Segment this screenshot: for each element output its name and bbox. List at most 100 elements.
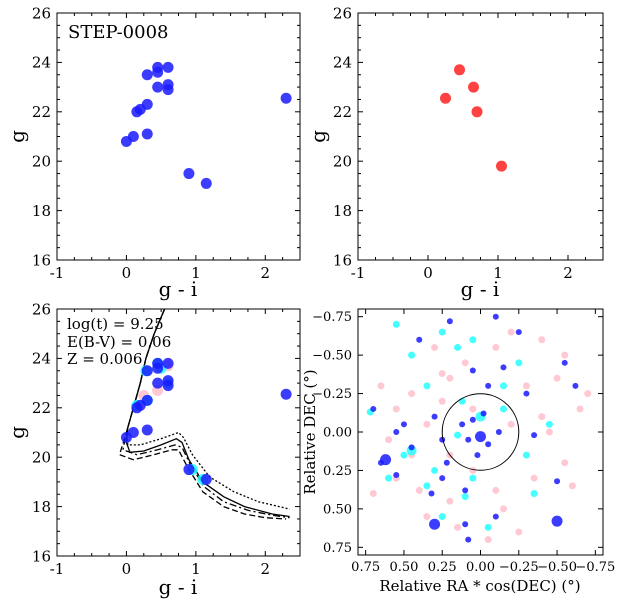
sky-point-pink: [469, 405, 477, 413]
x-axis-label: g - i: [159, 277, 198, 301]
sky-point-blue: [428, 490, 435, 497]
sky-point-blue: [443, 459, 450, 466]
annotation-metallicity: Z = 0.006: [67, 350, 142, 368]
sky-point-blue: [431, 413, 438, 420]
sky-point-pink: [492, 486, 500, 494]
y-tick-label: 26: [333, 4, 352, 22]
data-point-members: [183, 168, 195, 180]
x-axis-label: Relative RA * cos(DEC) (°): [379, 577, 580, 595]
x-ticks: -1 0 1 2: [50, 309, 301, 578]
sky-point-cyan: [545, 420, 553, 428]
data-point-members: [141, 128, 153, 140]
sky-point-blue: [439, 475, 446, 482]
y-tick-label: 22: [32, 399, 51, 417]
data-points: [366, 313, 592, 544]
y-tick-label: 24: [32, 54, 51, 72]
sky-point-blue: [475, 431, 486, 443]
data-point-field: [440, 92, 451, 104]
x-tick-label: 2: [261, 264, 271, 282]
sky-point-pink: [484, 536, 492, 544]
x-tick-label: 0: [122, 560, 132, 578]
data-point-members: [200, 473, 212, 485]
sky-point-pink: [561, 351, 569, 359]
x-axis-label: g - i: [159, 575, 198, 599]
data-point-members: [162, 375, 174, 387]
x-tick-label: −0.75: [575, 560, 615, 575]
sky-point-blue: [469, 416, 476, 423]
sky-point-pink: [568, 482, 576, 490]
x-tick-label: 0.25: [428, 560, 457, 575]
sky-point-blue: [492, 313, 499, 320]
sky-point-blue: [408, 444, 415, 451]
sky-point-blue: [459, 421, 466, 428]
sky-point-pink: [431, 343, 439, 351]
sky-point-pink: [438, 370, 446, 378]
data-point-members: [141, 365, 153, 377]
data-points: [440, 64, 507, 172]
y-tick-label: 0.25: [323, 464, 352, 479]
sky-point-cyan: [522, 451, 530, 459]
data-points: [120, 61, 292, 189]
sky-point-cyan: [400, 451, 408, 459]
x-ticks: 0.75 0.50 0.25 0.00 −0.25−0.50−0.75: [351, 309, 615, 575]
y-axis-label: g: [5, 130, 29, 143]
data-point-field: [496, 160, 507, 172]
y-tick-label: 18: [333, 202, 352, 220]
y-axis-label: g: [306, 130, 330, 143]
x-axis-label: g - i: [461, 277, 500, 301]
y-tick-label: 20: [32, 448, 51, 466]
panel-cmd-field: -1 0 1 2 16 18 20 22 24 26 g - i g: [306, 4, 604, 301]
x-ticks: -1 0 1 2: [50, 13, 301, 282]
x-tick-label: 0.50: [389, 560, 418, 575]
data-point-members: [141, 424, 153, 436]
sky-point-pink: [385, 436, 393, 444]
data-point-field: [468, 81, 479, 93]
data-point-members: [280, 388, 292, 400]
sky-point-pink: [576, 405, 584, 413]
x-tick-label: 0.00: [466, 560, 495, 575]
sky-point-pink: [415, 486, 423, 494]
data-point-members: [152, 377, 164, 389]
sky-point-blue: [462, 487, 469, 494]
data-point-members: [152, 357, 164, 369]
sky-point-cyan: [385, 474, 393, 482]
sky-point-blue: [500, 364, 507, 371]
y-tick-label: −0.25: [312, 387, 352, 402]
sky-point-blue: [393, 472, 400, 479]
y-tick-label: 24: [333, 54, 352, 72]
x-tick-label: 0: [122, 264, 132, 282]
y-tick-label: −0.50: [312, 349, 352, 364]
y-axis-label: g: [5, 426, 29, 439]
data-point-field: [454, 64, 465, 76]
data-point-members: [152, 81, 164, 93]
selection-circle: [441, 393, 520, 471]
x-tick-label: 0: [423, 264, 433, 282]
y-tick-label: 24: [32, 350, 51, 368]
y-tick-label: 26: [32, 4, 51, 22]
isochrone-dashdot: [122, 309, 290, 519]
y-tick-label: −0.75: [312, 310, 352, 325]
data-point-members: [162, 61, 174, 73]
sky-point-cyan: [454, 431, 462, 439]
sky-point-cyan: [438, 513, 446, 521]
sky-point-cyan: [499, 382, 507, 390]
y-tick-label: 22: [333, 103, 352, 121]
data-point-members: [141, 98, 153, 110]
sky-point-pink: [454, 523, 462, 531]
sky-point-pink: [499, 505, 507, 513]
sky-point-cyan: [530, 490, 538, 497]
sky-point-cyan: [484, 523, 492, 531]
sky-point-pink: [461, 359, 469, 367]
y-axis-label: Relative DEC (°): [301, 369, 319, 494]
sky-point-pink: [530, 474, 538, 482]
y-tick-label: 26: [32, 300, 51, 318]
sky-point-blue: [485, 441, 492, 448]
sky-point-cyan: [454, 343, 462, 351]
sky-point-cyan: [392, 320, 400, 328]
sky-point-cyan: [408, 351, 416, 359]
sky-point-blue: [492, 513, 499, 520]
x-tick-label: 1: [493, 264, 503, 282]
x-tick-label: 1: [191, 560, 201, 578]
